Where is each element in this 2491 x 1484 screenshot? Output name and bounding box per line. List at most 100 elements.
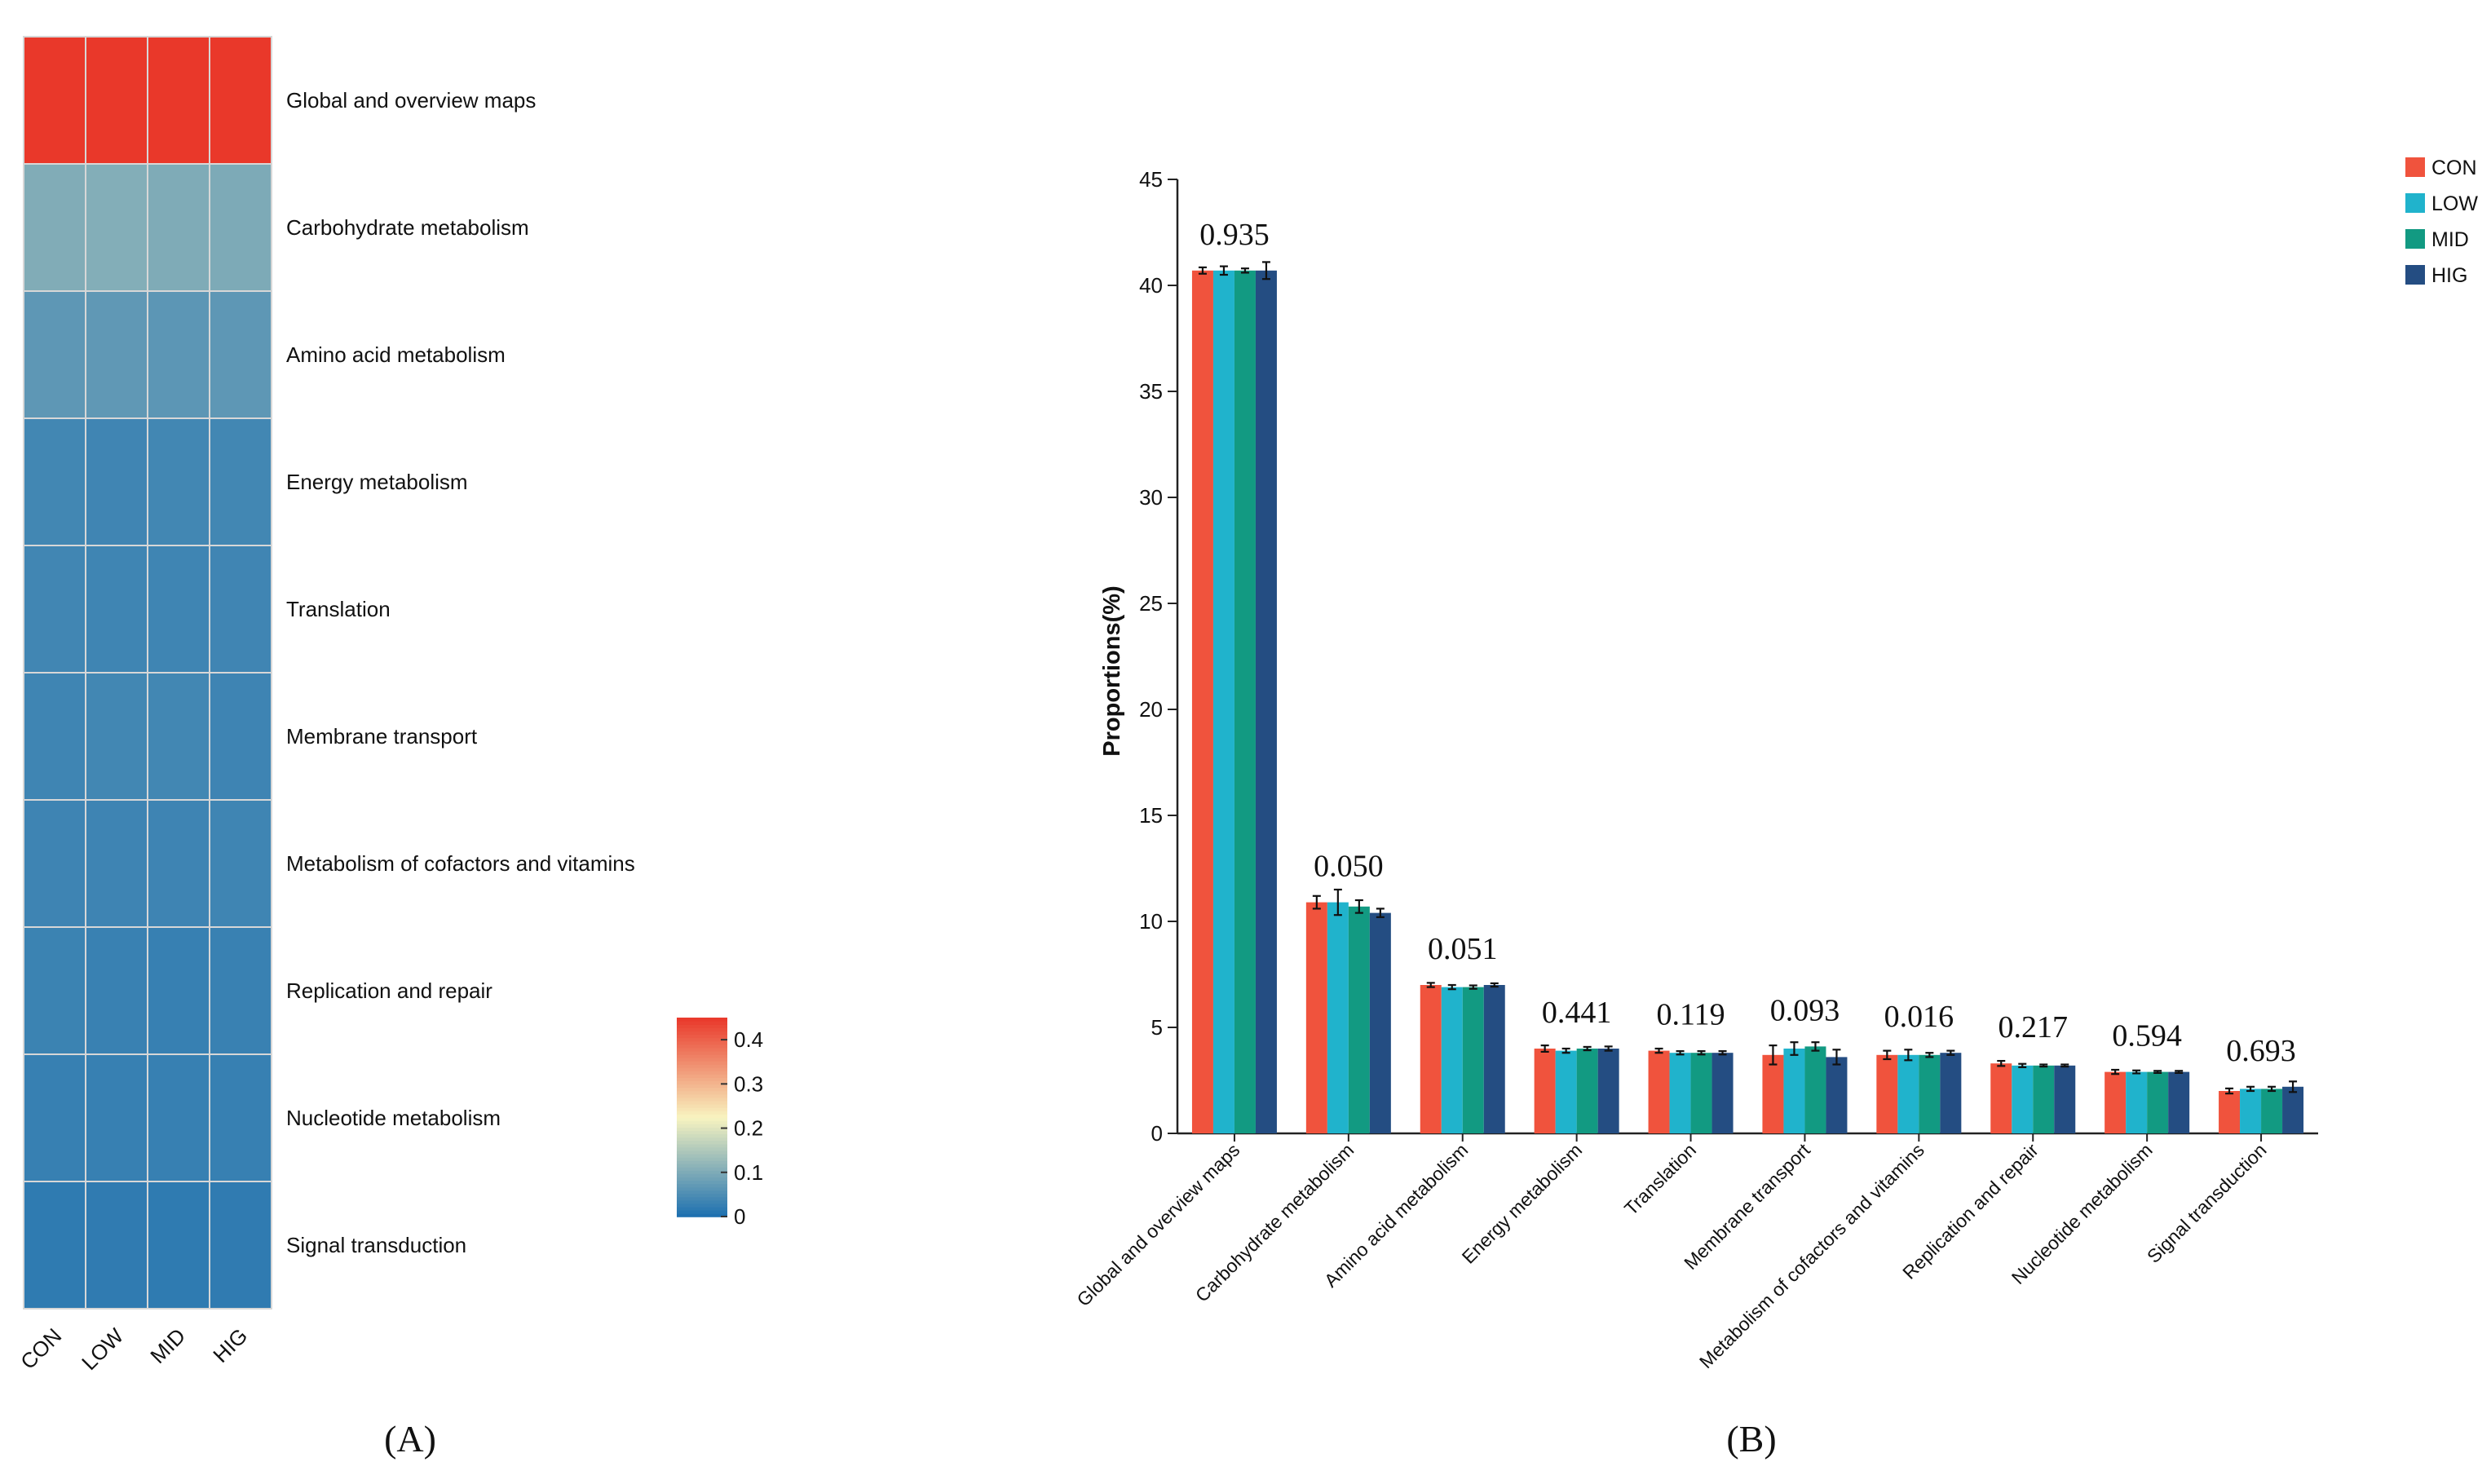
heatmap-row-label: Global and overview maps bbox=[286, 88, 536, 113]
heatmap-cell-nucleotide-metabolism-mid bbox=[147, 1053, 210, 1182]
p-value-label: 0.051 bbox=[1428, 932, 1498, 966]
colorbar-segment bbox=[677, 1153, 727, 1158]
colorbar-segment bbox=[677, 1177, 727, 1181]
colorbar-segment bbox=[677, 1183, 727, 1188]
x-tick-label: Translation bbox=[1620, 1139, 1700, 1219]
bar-hig-signal-transduction bbox=[2282, 1086, 2304, 1133]
y-tick-label: 0 bbox=[1151, 1121, 1163, 1146]
colorbar-segment bbox=[677, 1146, 727, 1151]
colorbar-segment bbox=[677, 1124, 727, 1128]
bar-mid-amino-acid-metabolism bbox=[1462, 987, 1484, 1133]
bar-hig-nucleotide-metabolism bbox=[2168, 1071, 2190, 1133]
colorbar-tick-label: 0.4 bbox=[734, 1027, 763, 1052]
legend-swatch-mid bbox=[2405, 229, 2425, 249]
colorbar-segment bbox=[677, 1027, 727, 1032]
heatmap-row-label: Membrane transport bbox=[286, 724, 478, 749]
colorbar-segment bbox=[677, 1093, 727, 1098]
heatmap-cell-replication-and-repair-mid bbox=[147, 926, 210, 1055]
heatmap-cell-signal-transduction-con bbox=[23, 1181, 86, 1310]
colorbar-segment bbox=[677, 1186, 727, 1191]
heatmap-row-label: Translation bbox=[286, 597, 391, 621]
colorbar-segment bbox=[677, 1044, 727, 1049]
x-tick-label: Membrane transport bbox=[1680, 1139, 1814, 1274]
colorbar-segment bbox=[677, 1057, 727, 1062]
colorbar-segment bbox=[677, 1024, 727, 1028]
bar-low-amino-acid-metabolism bbox=[1441, 987, 1463, 1133]
heatmap-cell-amino-acid-metabolism-hig bbox=[209, 290, 272, 419]
heatmap-column-label: HIG bbox=[208, 1323, 252, 1367]
panel-label-b: (B) bbox=[1726, 1418, 1776, 1460]
bar-con-metabolism-of-cofactors-and-vitamins bbox=[1876, 1054, 1898, 1133]
bar-mid-metabolism-of-cofactors-and-vitamins bbox=[1919, 1054, 1941, 1133]
heatmap-cell-nucleotide-metabolism-con bbox=[23, 1053, 86, 1182]
p-value-label: 0.016 bbox=[1884, 1000, 1954, 1034]
bar-mid-nucleotide-metabolism bbox=[2147, 1071, 2169, 1133]
heatmap-cell-membrane-transport-hig bbox=[209, 672, 272, 801]
y-tick-label: 5 bbox=[1151, 1015, 1163, 1040]
colorbar-segment bbox=[677, 1212, 727, 1217]
y-tick-label: 40 bbox=[1139, 273, 1163, 298]
heatmap-column-label: LOW bbox=[77, 1323, 128, 1375]
colorbar-tick-label: 0 bbox=[734, 1204, 745, 1229]
colorbar-segment bbox=[677, 1077, 727, 1082]
heatmap-panel: Global and overview maps Carbohydrate met… bbox=[15, 36, 635, 1375]
colorbar-segment bbox=[677, 1080, 727, 1085]
bar-con-translation bbox=[1648, 1050, 1670, 1133]
heatmap-cell-global-and-overview-maps-hig bbox=[209, 36, 272, 165]
bar-low-nucleotide-metabolism bbox=[2126, 1071, 2148, 1133]
bar-low-global-and-overview-maps bbox=[1212, 270, 1234, 1133]
bar-low-replication-and-repair bbox=[2012, 1065, 2034, 1133]
bar-mid-membrane-transport bbox=[1804, 1046, 1826, 1133]
x-tick-label: Energy metabolism bbox=[1458, 1139, 1587, 1268]
heatmap-row-label: Carbohydrate metabolism bbox=[286, 215, 529, 240]
heatmap-cell-membrane-transport-con bbox=[23, 672, 86, 801]
bar-low-metabolism-of-cofactors-and-vitamins bbox=[1897, 1054, 1919, 1133]
colorbar-segment bbox=[677, 1113, 727, 1118]
p-value-label: 0.217 bbox=[1999, 1010, 2069, 1045]
colorbar-segment bbox=[677, 1150, 727, 1155]
colorbar-segment bbox=[677, 1199, 727, 1204]
p-value-label: 0.119 bbox=[1657, 998, 1725, 1032]
heatmap-cell-metabolism-of-cofactors-and-vitamins-mid bbox=[147, 799, 210, 928]
y-tick-label: 35 bbox=[1139, 379, 1163, 404]
bar-low-carbohydrate-metabolism bbox=[1327, 902, 1349, 1133]
colorbar-segment bbox=[677, 1021, 727, 1025]
colorbar-segment bbox=[677, 1097, 727, 1102]
bar-hig-carbohydrate-metabolism bbox=[1369, 912, 1391, 1133]
heatmap-cell-metabolism-of-cofactors-and-vitamins-hig bbox=[209, 799, 272, 928]
colorbar-segment bbox=[677, 1084, 727, 1089]
heatmap-row-label: Amino acid metabolism bbox=[286, 342, 506, 367]
heatmap-cell-replication-and-repair-hig bbox=[209, 926, 272, 1055]
colorbar-segment bbox=[677, 1173, 727, 1177]
legend-label: HIG bbox=[2431, 264, 2467, 287]
heatmap-cell-nucleotide-metabolism-hig bbox=[209, 1053, 272, 1182]
heatmap-cell-amino-acid-metabolism-low bbox=[85, 290, 148, 419]
heatmap-cell-signal-transduction-hig bbox=[209, 1181, 272, 1310]
legend-swatch-low bbox=[2405, 193, 2425, 213]
p-value-label: 0.050 bbox=[1314, 850, 1384, 884]
heatmap-cell-replication-and-repair-low bbox=[85, 926, 148, 1055]
colorbar-segment bbox=[677, 1100, 727, 1105]
colorbar-segment bbox=[677, 1163, 727, 1168]
heatmap-row-label: Metabolism of cofactors and vitamins bbox=[286, 851, 635, 876]
bar-con-replication-and-repair bbox=[1990, 1063, 2012, 1133]
heatmap-cell-energy-metabolism-hig bbox=[209, 417, 272, 546]
colorbar-segment bbox=[677, 1067, 727, 1071]
y-tick-label: 30 bbox=[1139, 485, 1163, 510]
heatmap-cell-metabolism-of-cofactors-and-vitamins-con bbox=[23, 799, 86, 928]
bar-con-membrane-transport bbox=[1762, 1054, 1784, 1133]
y-tick-label: 10 bbox=[1139, 909, 1163, 934]
bar-con-global-and-overview-maps bbox=[1191, 270, 1213, 1133]
bar-mid-translation bbox=[1690, 1053, 1712, 1133]
y-axis-label: Proportions(%) bbox=[1099, 585, 1125, 756]
heatmap-row-label: Energy metabolism bbox=[286, 470, 468, 494]
colorbar-segment bbox=[677, 1063, 727, 1068]
colorbar-segment bbox=[677, 1209, 727, 1214]
colorbar-segment bbox=[677, 1103, 727, 1108]
colorbar-segment bbox=[677, 1140, 727, 1145]
heatmap-cell-energy-metabolism-con bbox=[23, 417, 86, 546]
colorbar-segment bbox=[677, 1133, 727, 1138]
heatmap-cell-nucleotide-metabolism-low bbox=[85, 1053, 148, 1182]
colorbar-segment bbox=[677, 1087, 727, 1092]
